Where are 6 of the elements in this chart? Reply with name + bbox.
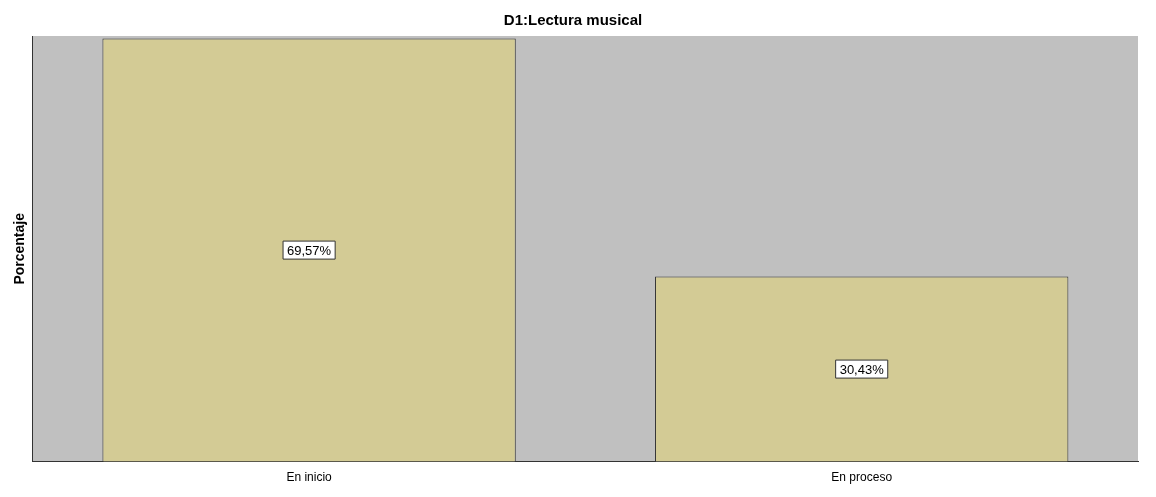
y-axis-title: Porcentaje bbox=[11, 212, 28, 285]
x-tick-label: En inicio bbox=[286, 470, 333, 485]
data-label: 69,57% bbox=[287, 242, 332, 258]
data-label: 30,43% bbox=[839, 361, 885, 377]
chart-title: D1:Lectura musical bbox=[503, 11, 643, 29]
x-tick-label: En proceso bbox=[831, 470, 893, 485]
